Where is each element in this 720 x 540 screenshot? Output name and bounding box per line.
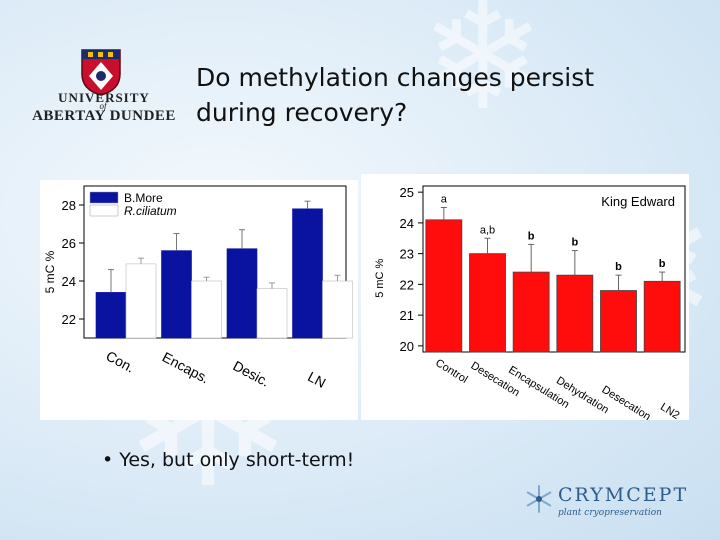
chart2-significance-label: a,b — [480, 224, 495, 236]
chart2-bar — [643, 280, 681, 353]
crymcept-logo: CRYMCEPT plant cryopreservation — [524, 482, 694, 526]
chart1-bar — [191, 280, 222, 339]
chart2-bar — [556, 274, 594, 353]
chart2-significance-label: b — [528, 230, 535, 242]
chart2-bar — [512, 271, 550, 353]
chart1-y-tick-label: 28 — [62, 198, 76, 213]
chart1-legend-swatch — [89, 191, 119, 204]
chart2-significance-label: b — [615, 261, 622, 273]
chart1-y-axis-label: 5 mC % — [43, 250, 57, 293]
chart1-bar — [292, 208, 323, 339]
chart1-bar — [256, 288, 288, 339]
chart1-y-tick-label: 24 — [62, 274, 76, 289]
chart2-y-tick-label: 20 — [400, 339, 414, 354]
chart2-significance-label: a — [441, 194, 448, 206]
slide-title: Do methylation changes persist during re… — [196, 60, 656, 130]
title-line-2: during recovery? — [196, 98, 408, 127]
chart2-y-tick-label: 23 — [400, 247, 414, 262]
chart2-significance-label: b — [659, 258, 666, 270]
chart2-bar — [600, 290, 637, 353]
chart2-bar — [425, 219, 463, 353]
chart1-legend-label: B.More — [124, 191, 163, 205]
chart2-y-tick-label: 22 — [400, 277, 414, 292]
university-logo: UNIVERSITY of ABERTAY DUNDEE — [18, 48, 190, 134]
snowflake-decoration-3: ❄ — [420, 0, 546, 144]
chart1-y-tick-label: 26 — [62, 236, 76, 251]
chart2-y-tick-label: 24 — [400, 216, 414, 231]
chart2-y-axis-label: 5 mC % — [374, 258, 386, 297]
chart2-plot-frame — [422, 185, 686, 353]
chart2-title: King Edward — [601, 194, 675, 209]
crymcept-name: CRYMCEPT — [558, 484, 689, 506]
chart1-legend-swatch — [89, 204, 119, 217]
chart1-bar — [161, 250, 192, 339]
crymcept-tagline: plant cryopreservation — [558, 508, 662, 518]
bullet-text: • Yes, but only short-term! — [102, 449, 355, 471]
logo-line-abertay: ABERTAY DUNDEE — [32, 108, 176, 124]
chart1-legend-label: R.ciliatum — [124, 204, 177, 218]
crest-icon — [81, 49, 121, 96]
chart1-category-label: LN — [305, 368, 328, 391]
chart2-y-tick-label: 25 — [400, 185, 414, 200]
logo-line-university: UNIVERSITY — [58, 90, 150, 105]
chart1-bar — [226, 248, 258, 339]
chart2-bar — [469, 253, 506, 353]
chart1-bar — [125, 263, 157, 339]
chart1-bar — [322, 280, 353, 339]
chart2-y-tick-label: 21 — [400, 308, 414, 323]
title-line-1: Do methylation changes persist — [196, 63, 595, 92]
snowflake-icon — [526, 485, 552, 513]
logo-line-of: of — [99, 101, 107, 111]
chart1-bar — [95, 292, 127, 339]
chart2-significance-label: b — [571, 237, 578, 249]
chart1-y-tick-label: 22 — [62, 312, 76, 327]
